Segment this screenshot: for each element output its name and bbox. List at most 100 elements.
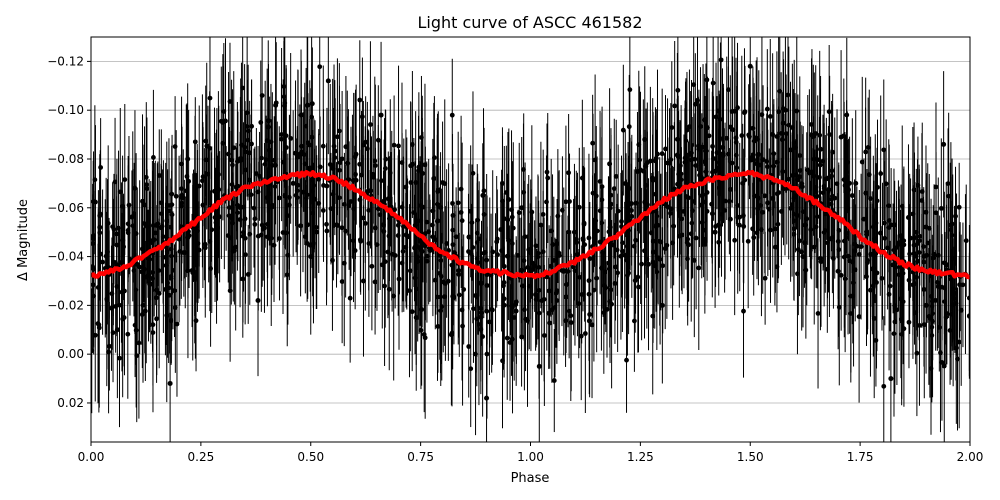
data-point [804,216,810,222]
data-point [416,245,422,250]
data-point [358,238,364,244]
data-point [510,304,515,310]
data-point [142,202,147,208]
data-point [785,92,791,98]
x-tick-label: 0.25 [188,450,215,464]
data-point [343,144,349,150]
data-point [935,284,941,289]
data-point [859,159,865,165]
data-point [339,279,345,284]
data-point [662,246,668,251]
data-point [881,383,887,389]
data-point [237,205,243,211]
data-point [383,156,389,162]
data-point [826,109,832,115]
data-point [167,380,173,386]
data-point [353,151,359,157]
data-point [849,193,855,198]
data-point [905,215,911,221]
data-point [810,134,816,140]
data-point [843,230,849,236]
data-point [159,211,164,217]
data-point [142,308,148,314]
data-point [960,282,966,288]
data-point [659,151,665,157]
data-point [298,223,304,229]
data-point [800,254,806,260]
data-point [693,235,699,241]
data-point [741,308,746,314]
data-point [113,304,119,309]
data-point [603,285,609,291]
data-point [878,171,884,176]
data-point [189,268,195,273]
data-point [547,320,553,326]
data-point [521,167,526,172]
data-point [458,186,464,192]
data-point [242,149,248,155]
data-point [593,218,599,224]
data-point [348,199,354,204]
data-point [498,227,504,232]
data-point [751,235,757,241]
data-point [639,261,645,267]
data-point [136,340,142,346]
data-point [916,250,922,255]
data-point [373,225,378,231]
data-point [536,363,542,369]
data-point [941,141,947,147]
data-point [929,324,935,330]
data-point [126,202,132,208]
data-point [279,132,284,137]
data-point [137,264,143,270]
data-point [636,284,641,290]
data-point [164,313,170,318]
data-point [437,270,443,276]
data-point [735,214,741,220]
data-point [257,173,262,179]
data-point [132,185,138,191]
data-point [93,199,98,205]
data-point [563,199,569,205]
data-point [915,241,920,246]
data-point [652,263,658,269]
data-point [726,87,731,93]
data-point [710,80,716,86]
data-point [671,223,677,229]
data-point [938,205,944,211]
data-point [122,177,128,183]
data-point [668,210,674,216]
data-point [607,161,613,167]
data-point [468,366,474,372]
data-point [799,181,805,187]
y-tick-label: −0.10 [47,103,84,117]
data-point [696,265,702,271]
data-point [154,223,160,229]
data-point [255,297,261,303]
data-point [212,188,217,194]
data-point [202,241,208,247]
data-point [958,307,964,313]
data-point [442,281,448,286]
data-point [432,277,438,283]
data-point [207,239,213,244]
data-point [642,136,648,142]
data-point [456,268,462,273]
data-point [947,222,953,228]
data-point [794,108,800,114]
data-point [582,331,588,336]
data-point [610,242,616,248]
data-point [203,138,209,144]
data-point [624,357,629,363]
data-point [277,236,282,241]
data-point [856,314,862,320]
data-point [945,181,951,186]
data-point [938,350,943,356]
data-point [325,78,331,84]
data-point [576,301,582,307]
data-point [602,269,608,275]
data-point [370,174,376,180]
data-point [309,114,315,120]
data-point [578,333,584,339]
data-point [151,155,156,160]
